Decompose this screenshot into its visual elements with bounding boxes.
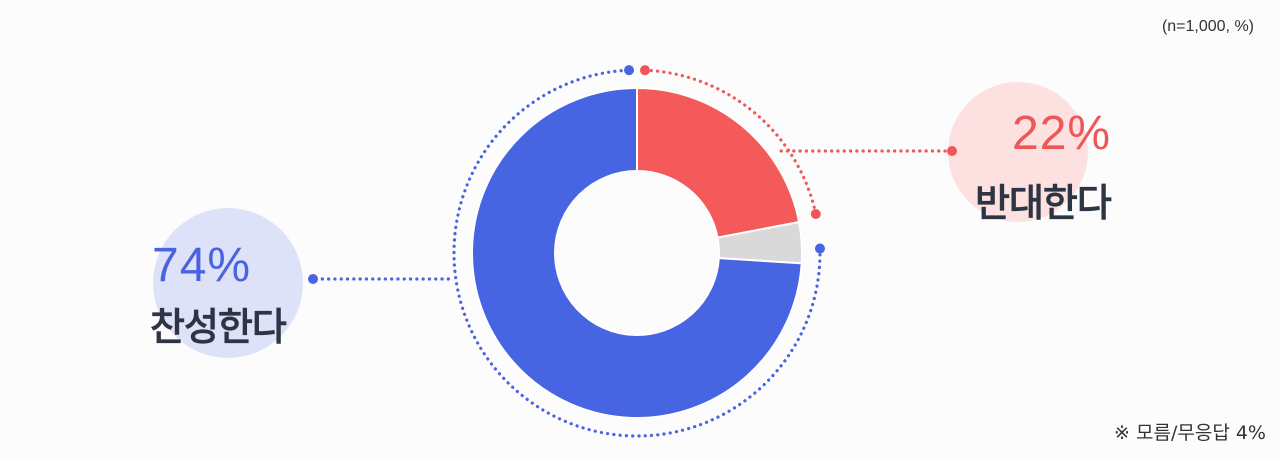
oppose-category-label: 반대한다 [975,181,1112,225]
support-bracket-arc [452,68,822,438]
support-arc-start-dot [814,243,825,254]
support-arc-end-dot [624,65,635,76]
oppose-highlight-bubble [948,82,1088,222]
support-highlight-bubble [153,208,303,358]
no-answer-footnote: ※ 모름/무응답 4% [1114,422,1266,444]
oppose-bracket-arc [643,68,818,216]
support-connector-dot [308,274,318,284]
oppose-arc-start-dot [639,65,650,76]
support-category-label: 찬성한다 [150,305,287,349]
support-percent-label: 74% [152,239,252,292]
oppose-connector-dot [947,146,957,156]
support-slice [471,86,803,419]
oppose-slice [636,86,801,239]
oppose-percent-label: 22% [1012,107,1112,160]
sample-size-note: (n=1,000, %) [1161,18,1254,35]
oppose-arc-end-dot [810,209,821,220]
